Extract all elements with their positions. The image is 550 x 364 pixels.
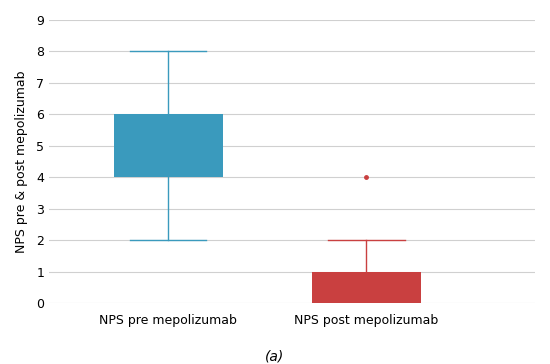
Bar [114,114,223,177]
Text: (a): (a) [265,349,285,363]
Bar [312,272,421,303]
Y-axis label: NPS pre & post mepolizumab: NPS pre & post mepolizumab [15,70,28,253]
